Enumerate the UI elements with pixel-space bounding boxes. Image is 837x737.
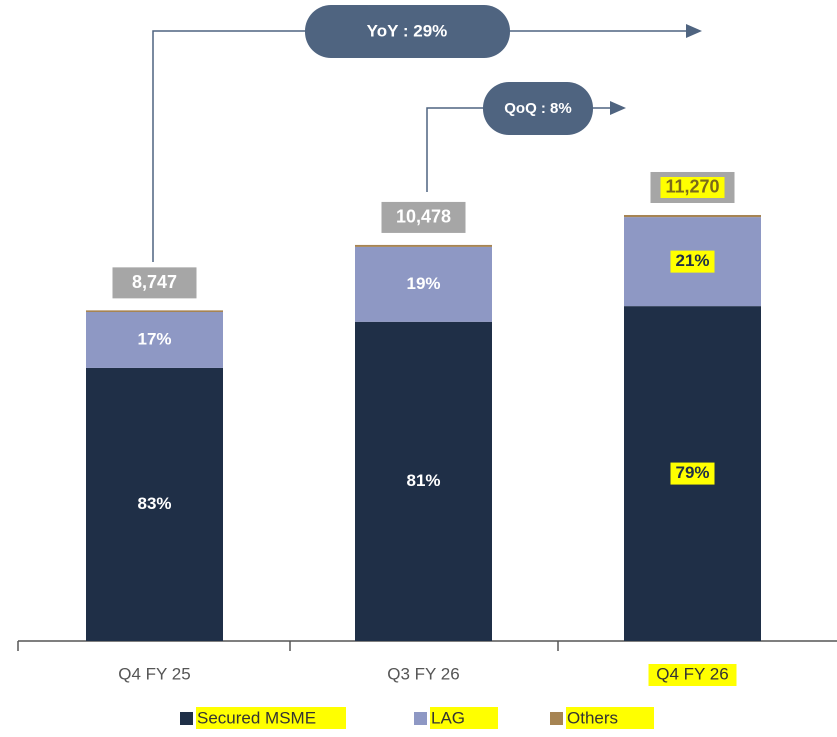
highlight: [660, 176, 725, 198]
segment-label: 83%: [137, 494, 171, 513]
segment-label: 79%: [675, 463, 709, 482]
highlight: [196, 707, 346, 729]
x-tick-label: Q3 FY 26: [387, 664, 459, 683]
segment-label: 19%: [406, 274, 440, 293]
total-label: 8,747: [132, 272, 177, 292]
bar-segment: [86, 312, 223, 368]
total-label: 10,478: [396, 207, 451, 227]
legend-swatch: [414, 712, 427, 725]
highlight: [648, 664, 737, 686]
highlight: [670, 250, 715, 273]
legend-label: Others: [567, 708, 618, 727]
total-label: 11,270: [665, 177, 719, 197]
bar-segment: [86, 367, 223, 641]
bar-segment: [624, 214, 761, 218]
bar-segment: [86, 310, 223, 313]
total-box: [112, 267, 197, 299]
bar-segment: [355, 321, 492, 641]
x-tick-label: Q4 FY 25: [118, 664, 190, 683]
legend-swatch: [180, 712, 193, 725]
legend-label: LAG: [431, 708, 465, 727]
yoy-label: YoY : 29%: [367, 21, 448, 40]
highlight: [670, 462, 715, 485]
qoq-pill: [483, 82, 593, 135]
segment-label: 81%: [406, 471, 440, 490]
legend-label: Secured MSME: [197, 708, 316, 727]
yoy-pill: [305, 5, 510, 58]
highlight: [566, 707, 654, 729]
segment-label: 17%: [137, 329, 171, 348]
legend-swatch: [550, 712, 563, 725]
bar-segment: [355, 246, 492, 322]
bar-segment: [355, 244, 492, 247]
x-tick-label: Q4 FY 26: [656, 664, 728, 683]
total-box: [381, 201, 466, 233]
qoq-arrowhead: [610, 101, 626, 115]
highlight: [430, 707, 498, 729]
qoq-label: QoQ : 8%: [504, 100, 572, 117]
segment-label: 21%: [675, 251, 709, 270]
yoy-arrowhead: [686, 24, 702, 38]
